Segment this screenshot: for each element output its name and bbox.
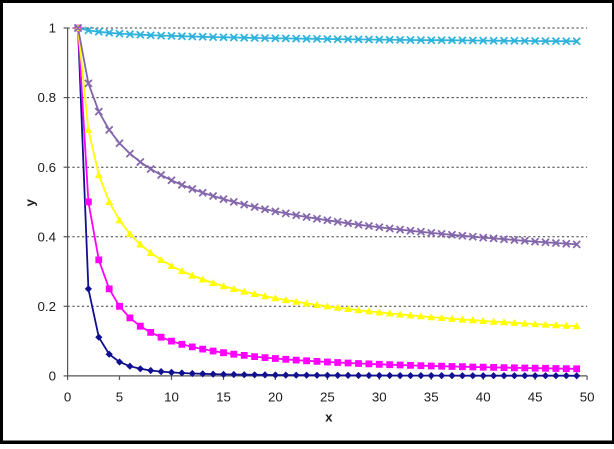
svg-text:20: 20 — [268, 390, 283, 405]
svg-text:5: 5 — [116, 390, 123, 405]
svg-text:40: 40 — [476, 390, 491, 405]
svg-text:0.6: 0.6 — [38, 160, 57, 175]
svg-text:0: 0 — [49, 369, 56, 384]
svg-text:45: 45 — [528, 390, 543, 405]
svg-text:15: 15 — [216, 390, 231, 405]
svg-text:0.8: 0.8 — [38, 90, 57, 105]
svg-text:1: 1 — [49, 21, 56, 36]
svg-text:25: 25 — [320, 390, 335, 405]
svg-text:x: x — [325, 410, 333, 425]
svg-text:0.4: 0.4 — [38, 229, 57, 244]
svg-text:y: y — [23, 199, 38, 207]
svg-text:35: 35 — [424, 390, 439, 405]
svg-text:50: 50 — [580, 390, 595, 405]
svg-text:30: 30 — [372, 390, 387, 405]
svg-text:10: 10 — [164, 390, 179, 405]
svg-text:0.2: 0.2 — [38, 299, 57, 314]
svg-text:0: 0 — [64, 390, 71, 405]
